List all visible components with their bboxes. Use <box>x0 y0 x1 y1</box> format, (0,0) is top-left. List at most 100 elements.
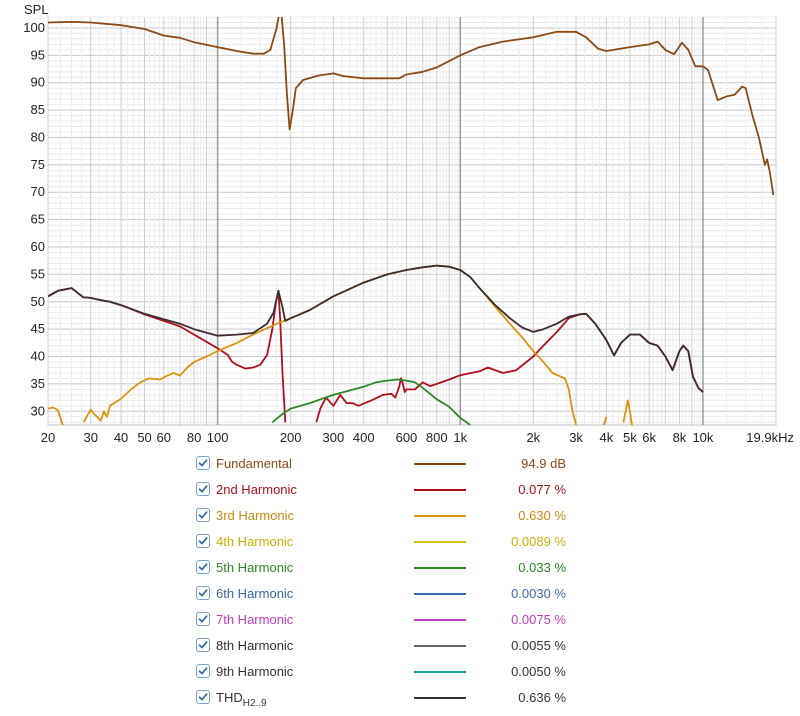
legend-label-text: 4th Harmonic <box>216 534 294 549</box>
y-axis-tick-labels: 30 35 40 45 50 55 60 65 70 75 80 85 90 95 100 <box>23 20 45 418</box>
y-axis-label: SPL <box>24 2 49 17</box>
legend-label-text: 2nd Harmonic <box>216 482 297 497</box>
x-tick-label: 10k <box>692 430 713 445</box>
series-line-thd <box>48 264 704 393</box>
series-lines <box>48 17 775 425</box>
x-tick-label: 5k <box>623 430 637 445</box>
legend-row: 6th Harmonic 0.0030 % <box>196 582 616 608</box>
y-tick-label: 90 <box>31 75 45 90</box>
x-tick-label: 50 <box>137 430 151 445</box>
checkbox[interactable] <box>196 586 210 600</box>
check-icon <box>198 537 208 545</box>
x-tick-label: 6k <box>642 430 656 445</box>
legend-label: Fundamental <box>216 456 292 471</box>
x-tick-label: 60 <box>157 430 171 445</box>
y-tick-label: 75 <box>31 157 45 172</box>
check-icon <box>198 615 208 623</box>
x-tick-label: 400 <box>353 430 375 445</box>
legend-row: Fundamental 94.9 dB <box>196 452 616 478</box>
x-tick-label: 40 <box>114 430 128 445</box>
legend-row: 8th Harmonic 0.0055 % <box>196 634 616 660</box>
checkbox[interactable] <box>196 612 210 626</box>
legend-value: 0.630 % <box>518 508 566 523</box>
legend-row: THDH2..9 0.636 % <box>196 686 616 712</box>
y-tick-label: 50 <box>31 294 45 309</box>
x-tick-label: 100 <box>207 430 229 445</box>
legend-value: 94.9 dB <box>521 456 566 471</box>
legend-label: THDH2..9 <box>216 690 267 709</box>
check-icon <box>198 693 208 701</box>
legend-row: 2nd Harmonic 0.077 % <box>196 478 616 504</box>
check-icon <box>198 459 208 467</box>
check-icon <box>198 511 208 519</box>
legend-label-text: Fundamental <box>216 456 292 471</box>
x-tick-label: 4k <box>600 430 614 445</box>
y-tick-label: 85 <box>31 102 45 117</box>
legend-row: 7th Harmonic 0.0075 % <box>196 608 616 634</box>
legend-label-text: 3rd Harmonic <box>216 508 295 523</box>
legend-label-text: 9th Harmonic <box>216 664 294 679</box>
checkbox[interactable] <box>196 560 210 574</box>
legend-label: 3rd Harmonic <box>216 508 294 523</box>
x-tick-label: 8k <box>673 430 687 445</box>
legend-swatch <box>414 593 466 595</box>
y-tick-label: 55 <box>31 266 45 281</box>
x-tick-label: 1k <box>453 430 467 445</box>
legend-value: 0.0075 % <box>511 612 566 627</box>
y-tick-label: 65 <box>31 212 45 227</box>
legend-label: 6th Harmonic <box>216 586 293 601</box>
x-tick-label: 300 <box>323 430 345 445</box>
y-tick-label: 35 <box>31 376 45 391</box>
series-line-5th-harmonic <box>271 378 471 425</box>
legend-label: 8th Harmonic <box>216 638 293 653</box>
legend-value: 0.0030 % <box>511 586 566 601</box>
x-tick-label: 3k <box>569 430 583 445</box>
check-icon <box>198 485 208 493</box>
plot-area <box>47 16 777 426</box>
legend-row: 5th Harmonic 0.033 % <box>196 556 616 582</box>
x-tick-label: 20 <box>41 430 55 445</box>
series-line-3rd-harmonic <box>48 406 64 425</box>
series-line-fundamental <box>48 17 775 196</box>
y-tick-label: 100 <box>23 20 45 35</box>
y-tick-label: 30 <box>31 403 45 418</box>
checkbox[interactable] <box>196 508 210 522</box>
x-tick-label: 80 <box>187 430 201 445</box>
series-line-3rd-harmonic <box>622 399 633 425</box>
legend-swatch <box>414 541 466 543</box>
checkbox[interactable] <box>196 482 210 496</box>
legend-label: 4th Harmonic <box>216 534 293 549</box>
x-tick-label: 2k <box>526 430 540 445</box>
legend-swatch <box>414 463 466 465</box>
checkbox[interactable] <box>196 664 210 678</box>
x-axis-tick-labels: 20 30 40 50 60 80 100 200 300 400 600 800 1k 2k 3k 4k 5k… <box>41 430 794 445</box>
legend-value: 0.0089 % <box>511 534 566 549</box>
legend-swatch <box>414 619 466 621</box>
check-icon <box>198 667 208 675</box>
y-tick-label: 80 <box>31 129 45 144</box>
y-tick-label: 45 <box>31 321 45 336</box>
legend-label-text: 6th Harmonic <box>216 586 294 601</box>
distortion-chart: SPL 30 35 40 45 50 55 60 65 70 75 80 85 90 95 100 20 30… <box>23 2 794 445</box>
legend-value: 0.033 % <box>518 560 566 575</box>
legend-label-text: THD <box>216 690 243 705</box>
legend-label-text: 5th Harmonic <box>216 560 294 575</box>
checkbox[interactable] <box>196 534 210 548</box>
x-tick-label: 19.9kHz <box>746 430 794 445</box>
x-tick-label: 200 <box>280 430 302 445</box>
y-tick-label: 95 <box>31 47 45 62</box>
checkbox[interactable] <box>196 638 210 652</box>
check-icon <box>198 589 208 597</box>
checkbox[interactable] <box>196 456 210 470</box>
legend-swatch <box>414 489 466 491</box>
legend-value: 0.0055 % <box>511 638 566 653</box>
check-icon <box>198 641 208 649</box>
x-tick-label: 600 <box>396 430 418 445</box>
series-line-3rd-harmonic <box>602 416 608 425</box>
series-line-3rd-harmonic <box>82 264 577 425</box>
legend: Fundamental 94.9 dB 2nd Harmonic 0.077 % 3rd… <box>196 452 616 712</box>
legend-label: 9th Harmonic <box>216 664 293 679</box>
checkbox[interactable] <box>196 690 210 704</box>
legend-row: 4th Harmonic 0.0089 % <box>196 530 616 556</box>
y-tick-label: 60 <box>31 239 45 254</box>
